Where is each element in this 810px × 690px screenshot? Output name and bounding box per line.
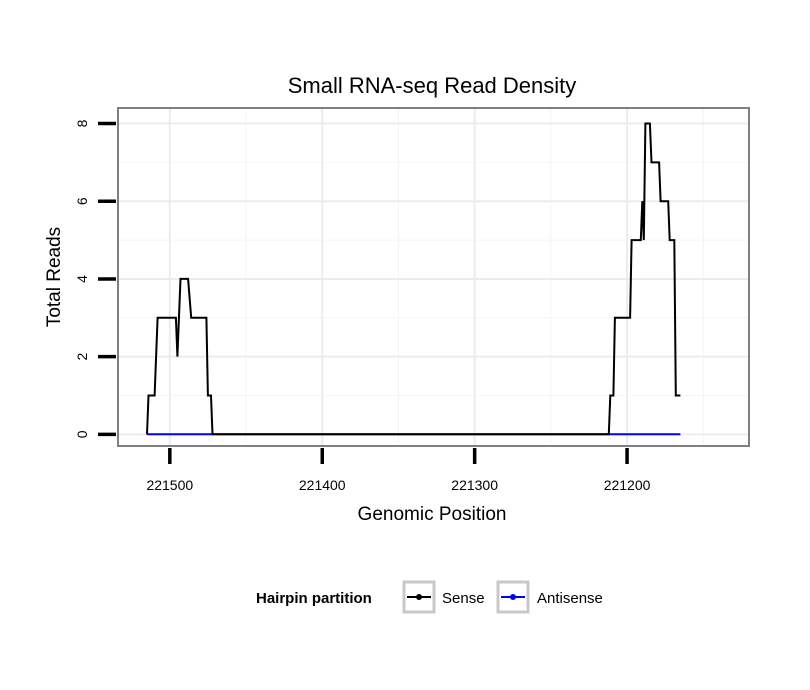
y-axis-title: Total Reads [44, 227, 65, 327]
x-axis: 221500 221400 221300 221200 [146, 448, 651, 493]
x-axis-title: Genomic Position [358, 504, 507, 525]
y-tick-label: 2 [74, 353, 90, 361]
series-line-sense [146, 122, 681, 436]
chart-title: Small RNA-seq Read Density [288, 73, 577, 98]
y-tick-label: 8 [74, 119, 90, 127]
legend-label-antisense: Antisense [537, 590, 603, 607]
y-tick-label: 0 [74, 430, 90, 438]
legend-label-sense: Sense [442, 590, 485, 607]
y-tick-label: 6 [74, 197, 90, 205]
x-tick-label: 221300 [451, 477, 498, 493]
y-axis: 0 2 4 6 8 [74, 119, 116, 438]
x-tick-label: 221500 [146, 477, 193, 493]
series-layer [146, 122, 681, 436]
legend: Hairpin partition Sense Antisense [256, 580, 603, 614]
y-tick-label: 4 [74, 275, 90, 283]
x-tick-label: 221200 [604, 477, 651, 493]
legend-point-antisense [510, 594, 516, 600]
x-tick-label: 221400 [299, 477, 346, 493]
plot-panel [118, 108, 749, 446]
legend-title: Hairpin partition [256, 590, 372, 607]
legend-point-sense [416, 594, 422, 600]
panel-border [117, 107, 750, 447]
